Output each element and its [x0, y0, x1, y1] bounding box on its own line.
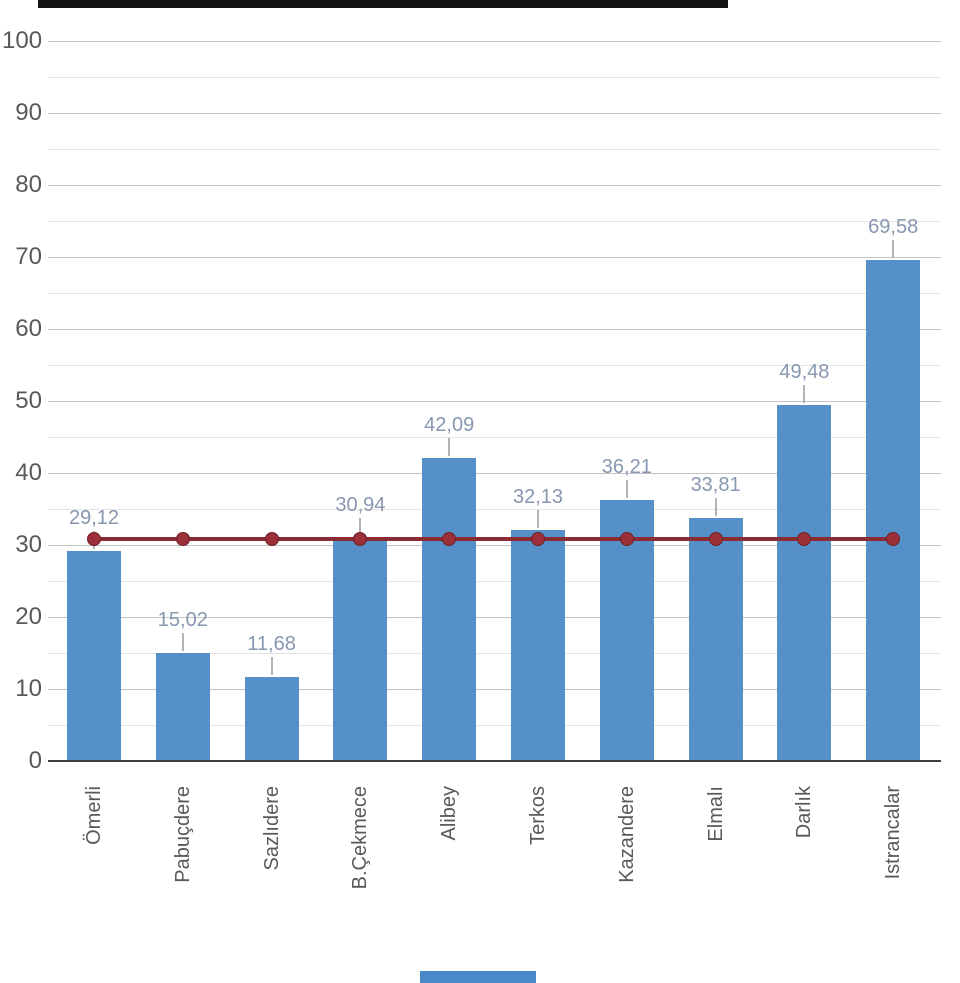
- gridline-minor: [48, 365, 941, 366]
- x-axis-label: B.Çekmece: [349, 786, 372, 890]
- bar: [333, 538, 388, 760]
- bar-value-label: 42,09: [424, 413, 475, 436]
- reference-line-marker: [175, 532, 190, 547]
- bar: [511, 529, 565, 760]
- x-axis-label: Darlık: [793, 786, 816, 839]
- y-axis-label: 10: [15, 675, 42, 702]
- x-axis-label: Sazlıdere: [260, 786, 283, 871]
- reference-line-marker: [619, 532, 634, 547]
- bar: [777, 404, 832, 760]
- gridline-major: [48, 41, 941, 42]
- label-leader-line: [625, 480, 628, 499]
- y-axis-label: 30: [15, 531, 42, 558]
- bar: [866, 260, 921, 760]
- x-axis-label: Terkos: [527, 786, 549, 845]
- gridline-minor: [48, 149, 941, 150]
- label-leader-line: [181, 632, 184, 651]
- label-leader-line: [448, 437, 451, 456]
- bar-value-label: 32,13: [512, 485, 564, 508]
- gridline-minor: [48, 221, 941, 222]
- bar-value-label: 29,12: [68, 507, 120, 530]
- x-axis-label: Alibey: [438, 786, 461, 841]
- x-axis-label: Ömerli: [83, 786, 105, 845]
- reference-line-marker: [264, 532, 279, 547]
- bar: [244, 676, 299, 760]
- bar-value-label: 30,94: [335, 494, 386, 517]
- reference-line-marker: [442, 532, 457, 547]
- gridline-major: [48, 257, 941, 258]
- bar-value-label: 15,02: [157, 608, 208, 631]
- bar-value-label: 49,48: [779, 360, 830, 383]
- bar-value-label: 11,68: [247, 632, 296, 655]
- bar-value-label: 69,58: [868, 216, 919, 239]
- y-axis-label: 90: [15, 99, 42, 126]
- gridline-major: [48, 473, 941, 474]
- label-leader-line: [714, 497, 717, 516]
- label-leader-line: [270, 656, 273, 675]
- y-axis-label: 70: [15, 243, 42, 270]
- bar-value-label: 36,21: [601, 456, 652, 479]
- x-axis-label: Istrancalar: [882, 786, 905, 880]
- gridline-major: [48, 329, 941, 330]
- gridline-minor: [48, 581, 941, 582]
- y-axis-label: 20: [15, 603, 42, 630]
- gridline-major: [48, 545, 941, 546]
- x-axis-label: Pabuçdere: [171, 786, 194, 883]
- y-axis-label: 40: [15, 459, 42, 486]
- reference-line-marker: [886, 532, 901, 547]
- cropped-element-top: [38, 0, 728, 8]
- reference-line-marker: [353, 532, 368, 547]
- gridline-minor: [48, 725, 941, 726]
- label-leader-line: [537, 509, 539, 528]
- gridline-major: [48, 113, 941, 114]
- gridline-minor: [48, 509, 941, 510]
- gridline-major: [48, 401, 941, 402]
- label-leader-line: [892, 240, 895, 259]
- cropped-element-bottom: [420, 971, 536, 983]
- reference-line: [94, 537, 894, 542]
- label-leader-line: [803, 384, 806, 403]
- gridline-major: [48, 617, 941, 618]
- y-axis-label: 0: [28, 747, 42, 774]
- x-axis-label: Elmalı: [704, 786, 727, 842]
- reference-line-marker: [797, 532, 812, 547]
- bar: [688, 517, 743, 760]
- gridline-major: [48, 185, 941, 186]
- y-axis-label: 50: [15, 387, 42, 414]
- label-leader-line: [359, 518, 362, 537]
- bar-value-label: 33,81: [690, 473, 741, 496]
- reference-line-marker: [87, 532, 101, 547]
- reference-line-marker: [708, 532, 723, 547]
- x-axis-label: Kazandere: [615, 786, 638, 883]
- bar: [67, 551, 121, 760]
- baseline-axis: [48, 760, 941, 762]
- reference-line-marker: [531, 532, 545, 547]
- gridline-minor: [48, 437, 941, 438]
- bar: [422, 457, 477, 760]
- bar: [155, 652, 210, 760]
- y-axis-label: 60: [15, 315, 42, 342]
- gridline-minor: [48, 77, 941, 78]
- y-axis-label: 100: [2, 27, 43, 54]
- y-axis-label: 80: [15, 171, 42, 198]
- gridline-minor: [48, 653, 941, 654]
- gridline-minor: [48, 293, 941, 294]
- gridline-major: [48, 689, 941, 690]
